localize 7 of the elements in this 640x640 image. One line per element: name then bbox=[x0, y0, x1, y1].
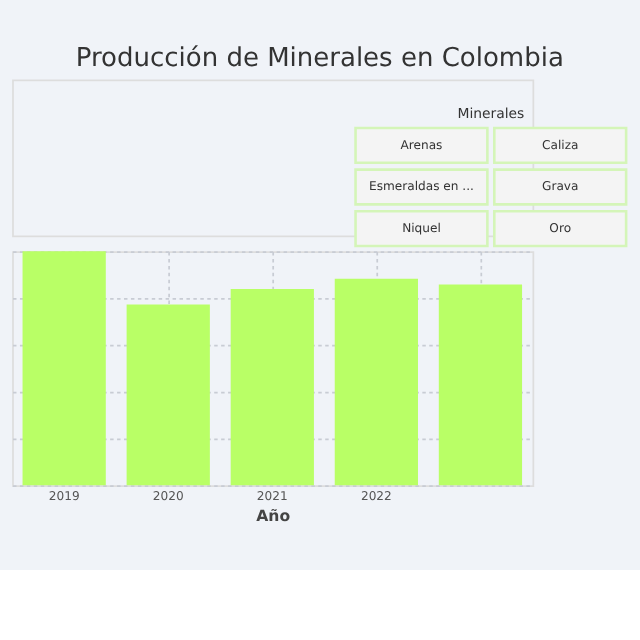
bar bbox=[438, 284, 523, 486]
bar bbox=[334, 278, 418, 486]
bar bbox=[22, 251, 106, 486]
x-axis-title: Año bbox=[256, 506, 292, 525]
chart-title: Producción de Minerales en Colombia bbox=[75, 44, 564, 75]
bar bbox=[230, 289, 314, 486]
bar bbox=[126, 304, 210, 486]
